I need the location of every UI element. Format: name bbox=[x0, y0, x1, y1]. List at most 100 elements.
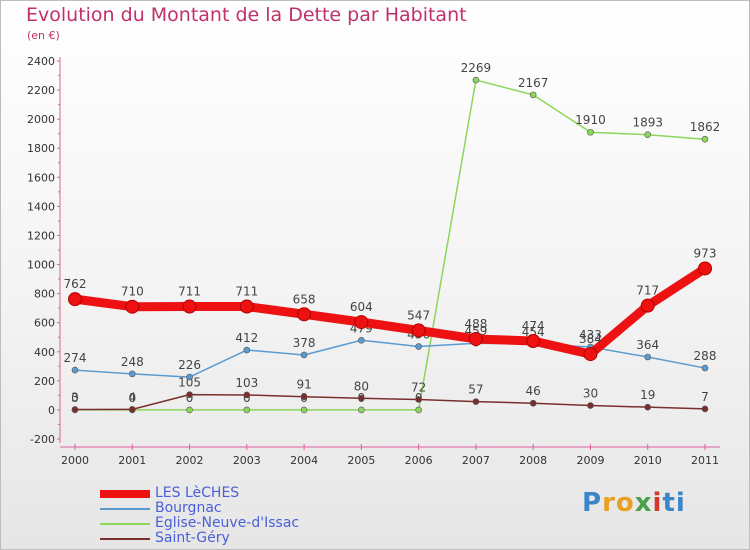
data-label: 973 bbox=[694, 246, 717, 260]
data-label: 30 bbox=[583, 387, 598, 401]
data-point bbox=[701, 405, 709, 413]
data-point bbox=[701, 364, 709, 372]
x-tick-label: 2010 bbox=[634, 454, 662, 467]
x-tick-label: 2000 bbox=[61, 454, 89, 467]
y-tick-label: 2200 bbox=[27, 84, 55, 97]
y-tick-label: 1600 bbox=[27, 171, 55, 184]
data-label: 454 bbox=[522, 325, 545, 339]
legend-item-bourgnac[interactable]: Bourgnac bbox=[100, 500, 400, 516]
x-tick-label: 2005 bbox=[347, 454, 375, 467]
data-label: 0 bbox=[128, 391, 136, 405]
data-label: 658 bbox=[293, 292, 316, 306]
data-label: 762 bbox=[64, 277, 87, 291]
data-point bbox=[182, 299, 197, 314]
data-label: 103 bbox=[235, 376, 258, 390]
data-point bbox=[358, 406, 365, 414]
data-point bbox=[71, 366, 79, 374]
data-point bbox=[300, 393, 308, 400]
data-point bbox=[529, 91, 537, 99]
data-label: 105 bbox=[178, 376, 201, 390]
data-point bbox=[68, 292, 82, 307]
data-label: 80 bbox=[354, 379, 369, 393]
legend-item-saint-gery[interactable]: Saint-Géry bbox=[100, 530, 400, 546]
data-label: 7 bbox=[701, 390, 709, 404]
x-tick-label: 2009 bbox=[576, 454, 604, 467]
data-point bbox=[300, 406, 308, 414]
data-point bbox=[587, 402, 594, 409]
series-line bbox=[74, 339, 706, 378]
data-label: 57 bbox=[468, 383, 483, 397]
y-tick-label: 1200 bbox=[27, 229, 55, 242]
logo-letter: i bbox=[652, 488, 663, 518]
chart-title: Evolution du Montant de la Dette par Hab… bbox=[26, 4, 467, 26]
legend-swatch-bourgnac bbox=[100, 508, 150, 510]
x-tick-label: 2007 bbox=[462, 454, 490, 467]
legend-item-les-leches[interactable]: LES LèCHES bbox=[100, 485, 400, 501]
logo-letter: r bbox=[602, 488, 616, 518]
data-point bbox=[644, 403, 652, 411]
y-tick-label: 1800 bbox=[27, 142, 55, 155]
x-tick-label: 2002 bbox=[176, 454, 204, 467]
data-point bbox=[640, 298, 655, 313]
data-point bbox=[587, 128, 594, 136]
data-point bbox=[186, 391, 193, 398]
legend-label-bourgnac: Bourgnac bbox=[155, 500, 222, 516]
data-point bbox=[186, 373, 193, 381]
data-point bbox=[529, 399, 537, 407]
data-point bbox=[583, 347, 598, 362]
data-label: 433 bbox=[579, 328, 602, 342]
x-tick-label: 2003 bbox=[233, 454, 261, 467]
data-point bbox=[243, 391, 251, 399]
data-label: 711 bbox=[235, 285, 258, 299]
data-label: 46 bbox=[526, 384, 541, 398]
logo-letter: o bbox=[615, 488, 635, 518]
data-point bbox=[468, 331, 483, 346]
data-label: 364 bbox=[636, 338, 659, 352]
data-label: 547 bbox=[407, 308, 430, 322]
data-point bbox=[239, 299, 254, 314]
proxiti-logo[interactable]: Proxiti bbox=[582, 488, 686, 518]
data-label: 1893 bbox=[632, 116, 663, 130]
data-label: 91 bbox=[296, 378, 311, 392]
data-point bbox=[71, 406, 79, 413]
data-label: 19 bbox=[640, 388, 655, 402]
y-tick-label: 1400 bbox=[27, 200, 55, 213]
legend-item-eglise-neuve[interactable]: Eglise-Neuve-d'Issac bbox=[100, 515, 400, 531]
data-label: 710 bbox=[121, 285, 144, 299]
y-tick-label: 2000 bbox=[27, 113, 55, 126]
data-point bbox=[128, 370, 136, 378]
data-label: 604 bbox=[350, 300, 373, 314]
data-point bbox=[358, 336, 365, 344]
data-label: 1862 bbox=[690, 120, 721, 134]
data-point bbox=[243, 406, 251, 414]
y-tick-label: 2400 bbox=[27, 55, 55, 68]
series-line bbox=[70, 263, 710, 359]
data-point bbox=[415, 343, 422, 350]
data-label: 0 bbox=[71, 391, 79, 405]
chart-subtitle: (en €) bbox=[27, 29, 60, 42]
y-tick-label: 0 bbox=[48, 404, 55, 417]
data-point bbox=[358, 394, 365, 402]
x-tick-label: 2001 bbox=[118, 454, 146, 467]
y-tick-label: 200 bbox=[34, 375, 55, 388]
x-tick-label: 2008 bbox=[519, 454, 547, 467]
y-tick-label: 600 bbox=[34, 317, 55, 330]
data-point bbox=[297, 307, 312, 322]
logo-letter: P bbox=[582, 488, 603, 518]
data-label: 3 bbox=[71, 390, 79, 404]
legend-label-eglise-neuve: Eglise-Neuve-d'Issac bbox=[155, 515, 300, 531]
legend: LES LèCHES Bourgnac Eglise-Neuve-d'Issac… bbox=[100, 485, 400, 546]
logo-letter: ti bbox=[662, 488, 686, 518]
x-tick-label: 2006 bbox=[405, 454, 433, 467]
data-label: 288 bbox=[694, 349, 717, 363]
legend-label-saint-gery: Saint-Géry bbox=[155, 530, 230, 546]
data-point bbox=[472, 398, 480, 405]
data-label: 378 bbox=[293, 336, 316, 350]
data-label: 488 bbox=[464, 317, 487, 331]
data-label: 1910 bbox=[575, 113, 606, 127]
data-label: 384 bbox=[579, 332, 602, 346]
data-point bbox=[701, 135, 709, 143]
data-label: 2167 bbox=[518, 76, 549, 90]
series-line bbox=[74, 79, 706, 411]
